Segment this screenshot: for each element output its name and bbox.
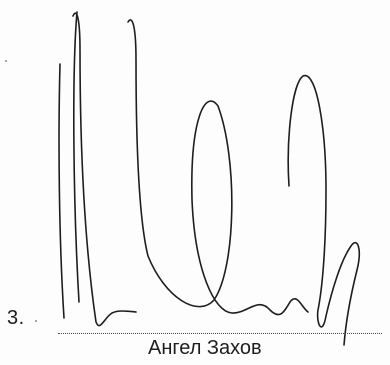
signature-stroke xyxy=(72,12,137,327)
signer-name: Ангел Захов xyxy=(148,337,262,359)
paper-speck xyxy=(5,60,7,62)
signature-line xyxy=(58,333,382,334)
item-number: 3. xyxy=(7,307,25,329)
signature-stroke xyxy=(58,63,65,319)
paper-speck xyxy=(35,320,37,322)
signature-stroke xyxy=(287,75,360,346)
signature-stroke xyxy=(73,11,80,303)
signature-stroke xyxy=(127,19,309,316)
